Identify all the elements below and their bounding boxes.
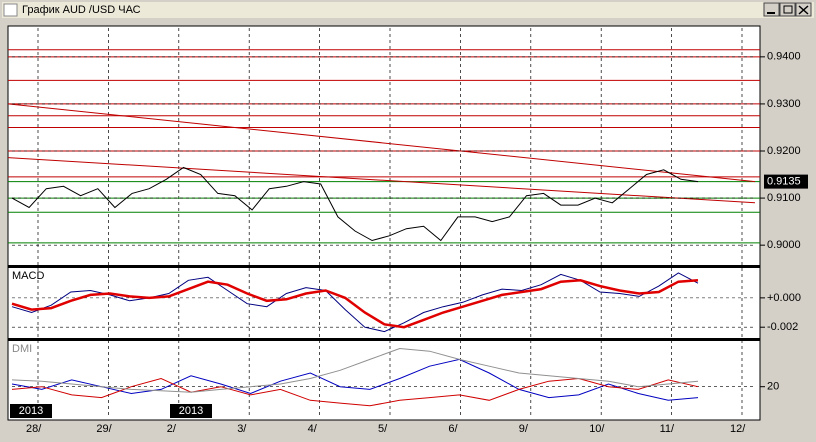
x-tick-label: 10/ — [589, 423, 605, 435]
minimize-button[interactable] — [763, 2, 780, 17]
x-tick-label: 9/ — [519, 423, 529, 435]
close-icon — [798, 5, 809, 15]
series-line — [11, 358, 699, 401]
x-tick-label: 5/ — [378, 423, 388, 435]
y-tick-label: 0.9100 — [767, 192, 801, 204]
last-price-label: 0.9135 — [767, 176, 801, 188]
series-line — [11, 279, 699, 329]
x-tick-label: 12/ — [730, 423, 746, 435]
y-tick-label: -0.002 — [767, 321, 798, 333]
x-tick-label: 28/ — [26, 423, 42, 435]
y-tick-label: 0.9000 — [767, 239, 801, 251]
maximize-button[interactable] — [779, 2, 796, 17]
panel-title: DMI — [12, 343, 32, 355]
y-tick-label: 0.9400 — [767, 51, 801, 63]
last-price-box — [764, 174, 808, 189]
x-tick-label: 29/ — [96, 423, 112, 435]
chart-area — [7, 25, 761, 421]
trend-line — [7, 103, 756, 183]
x-tick-label: 4/ — [308, 423, 318, 435]
year-box — [10, 404, 52, 418]
y-tick-label: 20 — [767, 381, 779, 393]
x-tick-label: 2/ — [167, 423, 177, 435]
x-tick-label: 3/ — [237, 423, 247, 435]
window-buttons[interactable] — [763, 2, 812, 17]
y-tick-label: +0.000 — [767, 292, 801, 304]
year-label: 2013 — [179, 405, 203, 417]
y-tick-label: 0.9200 — [767, 145, 801, 157]
panel-title: MACD — [12, 270, 44, 282]
trend-line — [7, 157, 756, 204]
x-tick-label: 11/ — [660, 423, 675, 435]
maximize-icon — [783, 5, 793, 14]
app-icon — [3, 3, 18, 17]
series-line — [11, 166, 699, 242]
x-tick-label: 6/ — [448, 423, 458, 435]
y-tick-label: 0.9300 — [767, 98, 801, 110]
title-bar — [2, 2, 814, 18]
year-label: 2013 — [19, 405, 43, 417]
year-box — [170, 404, 212, 418]
panel-separator — [8, 338, 760, 341]
series-line — [11, 347, 699, 393]
window-title: График AUD /USD ЧАС — [22, 4, 141, 16]
panel-separator — [8, 265, 760, 268]
